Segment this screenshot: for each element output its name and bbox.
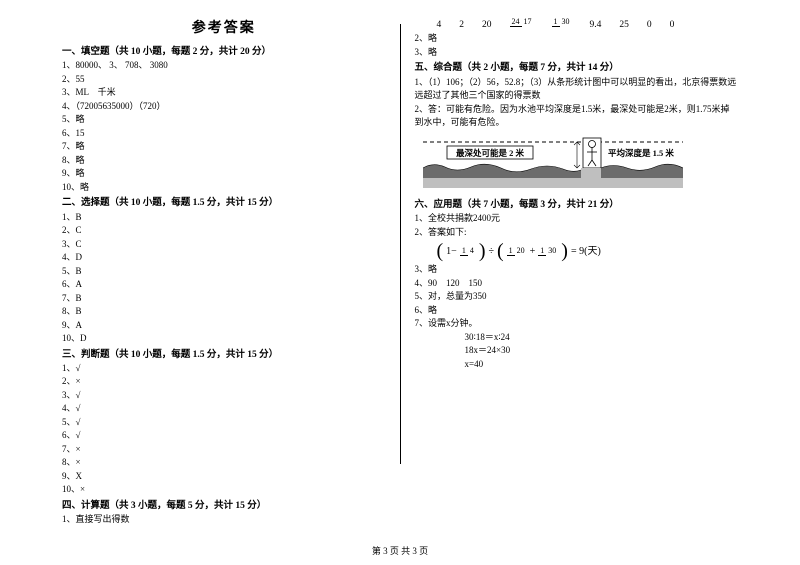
s2-i9: 10、D: [62, 332, 386, 346]
s3-i1: 2、×: [62, 375, 386, 389]
calc-t1: 25: [619, 18, 629, 32]
label-deepest: 最深处可能是 2 米: [455, 148, 524, 158]
s5-l1: 1、（1）106；（2）56，52.8；（3）从条形统计图中可以明显的看出，北京…: [415, 76, 739, 103]
s6-w0: 30∶18＝x∶24: [415, 331, 739, 345]
right-column: 4 2 20 2417 130 9.4 25 0 0 2、略 3、略 五、综合题…: [415, 18, 739, 527]
section-4-header: 四、计算题（共 3 小题，每题 5 分，共计 15 分）: [62, 499, 386, 513]
s1-i7: 8、略: [62, 154, 386, 168]
s3-i5: 6、√: [62, 429, 386, 443]
s2-i6: 7、B: [62, 292, 386, 306]
page-title: 参考答案: [62, 18, 386, 39]
s6-r2: 5、对，总量为350: [415, 290, 739, 304]
page-footer: 第 3 页 共 3 页: [0, 544, 800, 557]
s3-i9: 10、×: [62, 483, 386, 497]
calc-frac-1: 2417: [510, 18, 534, 32]
calc-frac-2: 130: [552, 18, 572, 32]
section-3-header: 三、判断题（共 10 小题，每题 1.5 分，共计 15 分）: [62, 348, 386, 362]
s6-r0: 3、略: [415, 263, 739, 277]
s3-i0: 1、√: [62, 362, 386, 376]
s2-i1: 2、C: [62, 224, 386, 238]
s6-r4: 7、设需x分钟。: [415, 317, 739, 331]
s5-l2: 2、答：可能有危险。因为水池平均深度是1.5米，最深处可能是2米，则1.75米掉…: [415, 103, 739, 130]
s3-i8: 9、X: [62, 470, 386, 484]
s3-i2: 3、√: [62, 389, 386, 403]
s2-i4: 5、B: [62, 265, 386, 279]
s2-i5: 6、A: [62, 278, 386, 292]
calc-v1: 2: [459, 18, 464, 32]
s6-w1: 18x＝24×30: [415, 344, 739, 358]
column-divider: [400, 24, 401, 464]
s3-i4: 5、√: [62, 416, 386, 430]
section-2-header: 二、选择题（共 10 小题，每题 1.5 分，共计 15 分）: [62, 196, 386, 210]
formula-eq: = 9(天): [571, 244, 601, 259]
calc-t2: 0: [647, 18, 652, 32]
calc-row: 4 2 20 2417 130 9.4 25 0 0: [415, 18, 739, 32]
s2-i7: 8、B: [62, 305, 386, 319]
s3-i7: 8、×: [62, 456, 386, 470]
s1-i9: 10、略: [62, 181, 386, 195]
section-1-header: 一、填空题（共 10 小题，每题 2 分，共计 20 分）: [62, 45, 386, 59]
formula: ( 1− 14 ) ÷ ( 120 + 130 ) = 9(天): [415, 243, 739, 259]
s4-lead: 1、直接写出得数: [62, 513, 386, 527]
s1-i1: 2、55: [62, 73, 386, 87]
section-5-header: 五、综合题（共 2 小题，每题 7 分，共计 14 分）: [415, 61, 739, 75]
s1-i8: 9、略: [62, 167, 386, 181]
section-6-header: 六、应用题（共 7 小题，每题 3 分，共计 21 分）: [415, 198, 739, 212]
label-avg: 平均深度是 1.5 米: [608, 148, 674, 158]
s1-i0: 1、80000、 3、 708、 3080: [62, 59, 386, 73]
calc-v0: 4: [437, 18, 442, 32]
pool-diagram: 最深处可能是 2 米 平均深度是 1.5 米: [423, 134, 683, 188]
s6-w2: x=40: [415, 358, 739, 372]
s3-i6: 7、×: [62, 443, 386, 457]
s2-i3: 4、D: [62, 251, 386, 265]
s6-r3: 6、略: [415, 304, 739, 318]
s6-l2: 2、答案如下:: [415, 226, 739, 240]
calc-t0: 9.4: [590, 18, 602, 32]
s1-i2: 3、ML 千米: [62, 86, 386, 100]
s2-i2: 3、C: [62, 238, 386, 252]
left-column: 参考答案 一、填空题（共 10 小题，每题 2 分，共计 20 分） 1、800…: [62, 18, 386, 527]
s1-i5: 6、15: [62, 127, 386, 141]
calc-after-0: 2、略: [415, 32, 739, 46]
s1-i4: 5、略: [62, 113, 386, 127]
s1-i3: 4、（72005635000）（720）: [62, 100, 386, 114]
s2-i8: 9、A: [62, 319, 386, 333]
s6-l1: 1、全校共捐款2400元: [415, 212, 739, 226]
s6-r1: 4、90 120 150: [415, 277, 739, 291]
s1-i6: 7、略: [62, 140, 386, 154]
s3-i3: 4、√: [62, 402, 386, 416]
calc-v2: 20: [482, 18, 492, 32]
calc-after-1: 3、略: [415, 46, 739, 60]
s2-i0: 1、B: [62, 211, 386, 225]
calc-t3: 0: [670, 18, 675, 32]
